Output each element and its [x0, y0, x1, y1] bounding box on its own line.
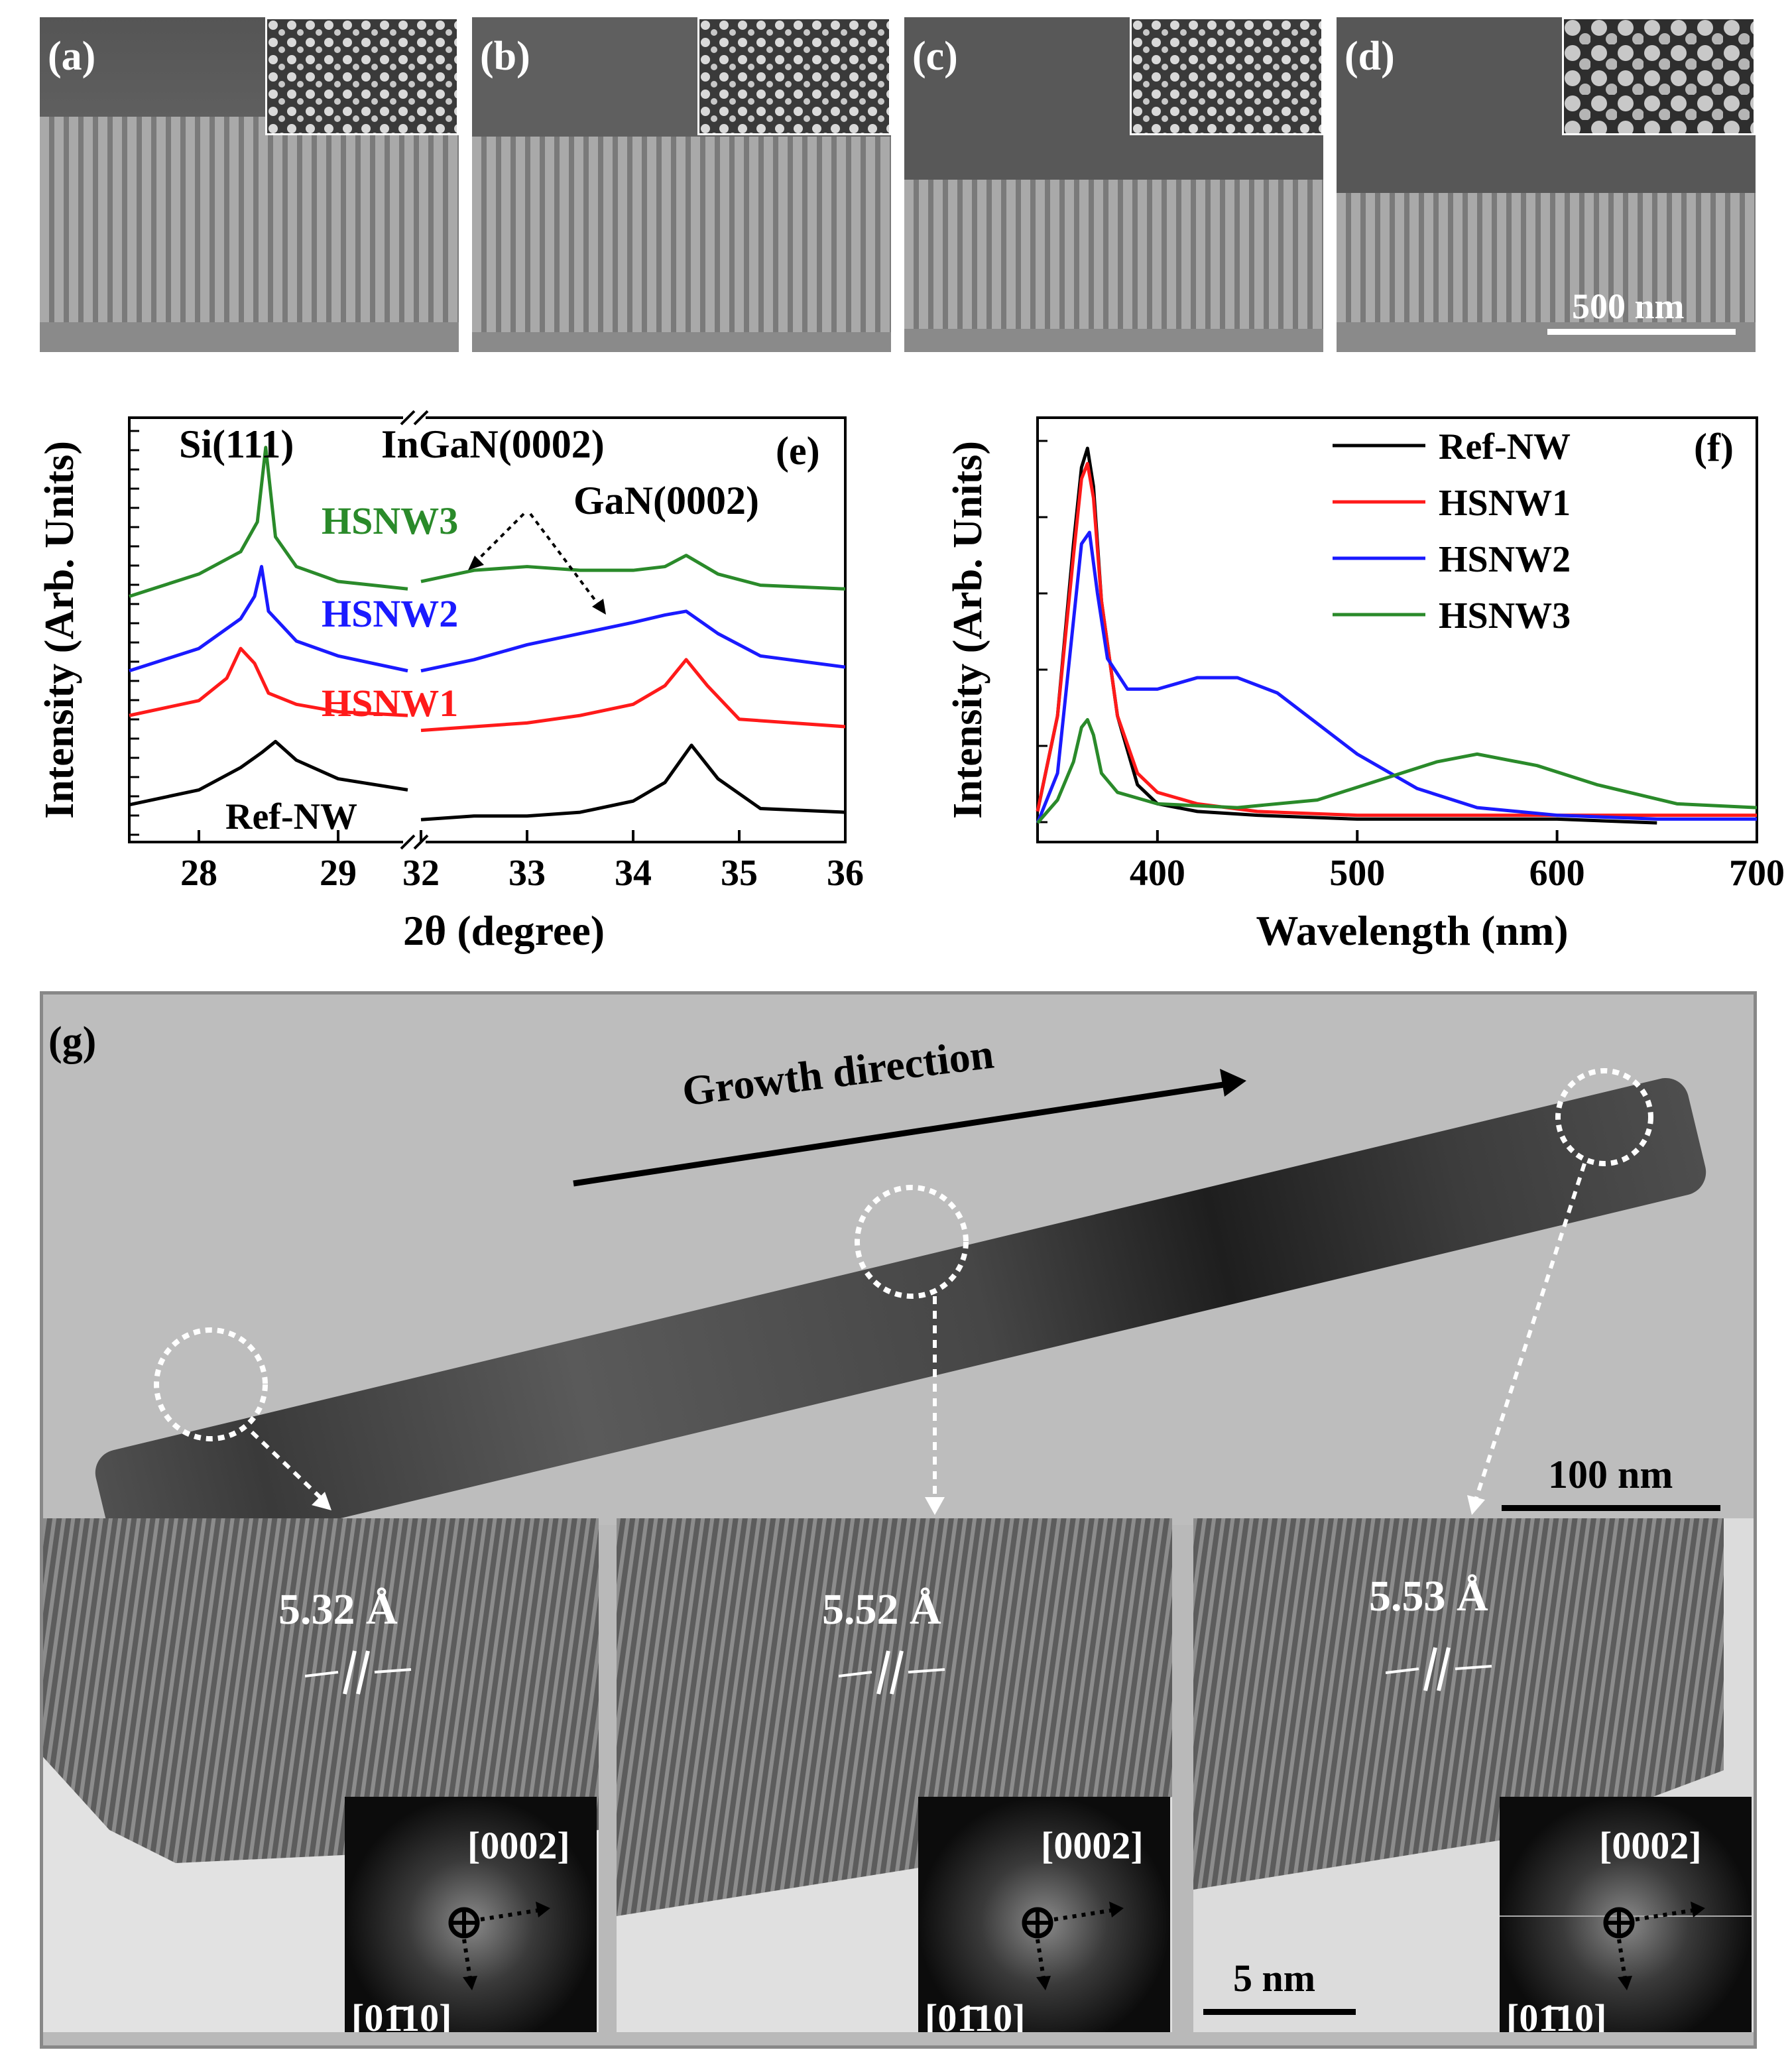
zoom-arrowhead-1 — [312, 1492, 331, 1510]
sem-panel-c: (c) — [904, 17, 1323, 352]
sem-inset-a — [265, 17, 459, 135]
x-tick-label-34: 34 — [615, 853, 652, 894]
sem-image-d — [1337, 17, 1756, 352]
tem-scale-bar — [1502, 1505, 1720, 1511]
fft-inset-3: [0002] [01̄10] — [1500, 1797, 1752, 2032]
annotation-ingan-arrows — [473, 513, 601, 608]
hrtem-scale-bar-label: 5 nm — [1233, 1957, 1316, 2000]
fft-dir-01-10-3: [01̄10] — [1506, 1996, 1607, 2032]
x-tick-label-400: 400 — [1130, 853, 1185, 894]
x-tick-label-33: 33 — [508, 853, 546, 894]
sem-inset-c — [1130, 17, 1323, 135]
arrowhead-2 — [592, 599, 606, 615]
zoom-arrowhead-3 — [1467, 1495, 1485, 1515]
chart-f-xlabel: Wavelength (nm) — [1256, 907, 1568, 954]
hrtem-scale-bar — [1203, 2009, 1356, 2015]
panel-label-c: (c) — [912, 34, 958, 79]
xrd-line-hsnw2-left — [129, 565, 408, 673]
chart-f-legend: Ref-NW HSNW1 HSNW2 HSNW3 — [1333, 426, 1571, 636]
region-circle-2 — [855, 1185, 969, 1299]
xrd-line-hsnw3-left — [129, 446, 408, 598]
fft-dir-01-10-2: [01̄10] — [925, 1996, 1026, 2032]
xrd-line-hsnw1-right — [420, 658, 846, 733]
tem-panel-label: (g) — [48, 1019, 97, 1064]
fft-inset-1: [0002] [01̄10] — [345, 1797, 597, 2032]
series-label-hsnw2: HSNW2 — [322, 592, 458, 635]
chart-e-xlabel: 2θ (degree) — [403, 907, 605, 954]
xrd-line-ref-nw-right — [420, 743, 846, 821]
legend-label-hsnw3: HSNW3 — [1439, 595, 1571, 636]
spacing-marker-1 — [305, 1650, 412, 1695]
pl-line-hsnw3 — [1036, 717, 1758, 824]
xrd-line-ref-nw-left — [129, 739, 408, 807]
region-circle-3 — [1555, 1068, 1653, 1166]
legend-label-ref-nw: Ref-NW — [1439, 426, 1571, 467]
spacing-label-3: 5.53 Å — [1369, 1572, 1488, 1620]
x-tick-label-28: 28 — [180, 853, 217, 894]
sem-inset-b — [697, 17, 891, 135]
hrtem-panel-3: 5.53 Å 5 nm [0002] [01̄10] — [1193, 1518, 1754, 2032]
sem-panel-a: (a) — [40, 17, 459, 352]
sem-panel-b: (b) — [472, 17, 891, 352]
chart-e-panel-label: (e) — [776, 429, 820, 473]
tem-image — [43, 995, 1754, 1525]
x-tick-label-32: 32 — [402, 853, 440, 894]
pl-line-hsnw1 — [1036, 461, 1757, 818]
xrd-line-hsnw3-right — [420, 554, 846, 591]
chart-f-pl: 400 500 600 700 Intensity (Arb. Units) Wave… — [945, 416, 1785, 954]
series-label-ref-nw: Ref-NW — [225, 796, 357, 837]
growth-arrowhead — [1220, 1069, 1246, 1097]
zoom-arrowhead-2 — [925, 1497, 945, 1515]
pl-line-hsnw2 — [1036, 530, 1757, 824]
fft-inset-2: [0002] [01̄10] — [918, 1797, 1170, 2032]
spacing-label-1: 5.32 Å — [278, 1585, 398, 1634]
region-circle-1 — [154, 1327, 268, 1441]
fft-dir-01-10-1: [01̄10] — [351, 1996, 452, 2032]
x-tick-label-500: 500 — [1329, 853, 1385, 894]
xrd-line-hsnw1-left — [129, 646, 408, 717]
x-tick-label-600: 600 — [1529, 853, 1585, 894]
legend-label-hsnw1: HSNW1 — [1439, 483, 1571, 524]
chart-e-ylabel: Intensity (Arb. Units) — [37, 441, 82, 819]
spacing-marker-3 — [1386, 1647, 1492, 1691]
fft-dir-0002-1: [0002] — [467, 1824, 570, 1867]
fft-dir-0002-3: [0002] — [1599, 1824, 1702, 1867]
axis-break-top — [400, 410, 429, 426]
x-tick-label-700: 700 — [1729, 853, 1785, 894]
annotation-gan0002: GaN(0002) — [573, 479, 759, 522]
panel-label-a: (a) — [48, 34, 96, 79]
xrd-line-hsnw2-right — [420, 609, 846, 673]
series-label-hsnw3: HSNW3 — [322, 499, 458, 542]
sem-scale-bar — [1547, 329, 1736, 335]
x-tick-label-29: 29 — [320, 853, 357, 894]
zoom-pointers — [250, 1163, 1586, 1504]
chart-f-frame — [1036, 416, 1758, 843]
nanowire — [95, 1077, 1706, 1525]
spacing-marker-2 — [839, 1650, 945, 1695]
sem-scale-bar-label: 500 nm — [1572, 286, 1685, 326]
chart-e-xrd: 28 29 32 33 34 35 36 Intensity (Arb. Units) 2θ… — [37, 408, 864, 954]
spacing-label-2: 5.52 Å — [822, 1585, 941, 1634]
fft-dir-0002-2: [0002] — [1041, 1824, 1144, 1867]
annotation-ingan0002: InGaN(0002) — [381, 422, 605, 466]
tem-scale-bar-label: 100 nm — [1548, 1453, 1673, 1496]
chart-f-ylabel: Intensity (Arb. Units) — [945, 441, 990, 819]
x-tick-label-35: 35 — [721, 853, 758, 894]
sem-inset-d — [1562, 17, 1756, 135]
chart-f-panel-label: (f) — [1694, 426, 1734, 469]
panel-label-b: (b) — [480, 34, 530, 79]
annotation-si111: Si(111) — [179, 422, 294, 466]
sem-panel-d: (d) 500 nm — [1337, 17, 1756, 352]
series-label-hsnw1: HSNW1 — [322, 682, 458, 725]
x-tick-label-36: 36 — [827, 853, 864, 894]
hrtem-panel-2: 5.52 Å [0002] [01̄10] — [617, 1518, 1172, 2032]
hrtem-panel-1: 5.32 Å [0002] [01̄10] — [43, 1518, 599, 2032]
panel-label-d: (d) — [1344, 34, 1395, 79]
legend-label-hsnw2: HSNW2 — [1439, 539, 1571, 580]
arrowhead-1 — [468, 556, 484, 570]
growth-direction-arrow — [573, 1079, 1237, 1187]
